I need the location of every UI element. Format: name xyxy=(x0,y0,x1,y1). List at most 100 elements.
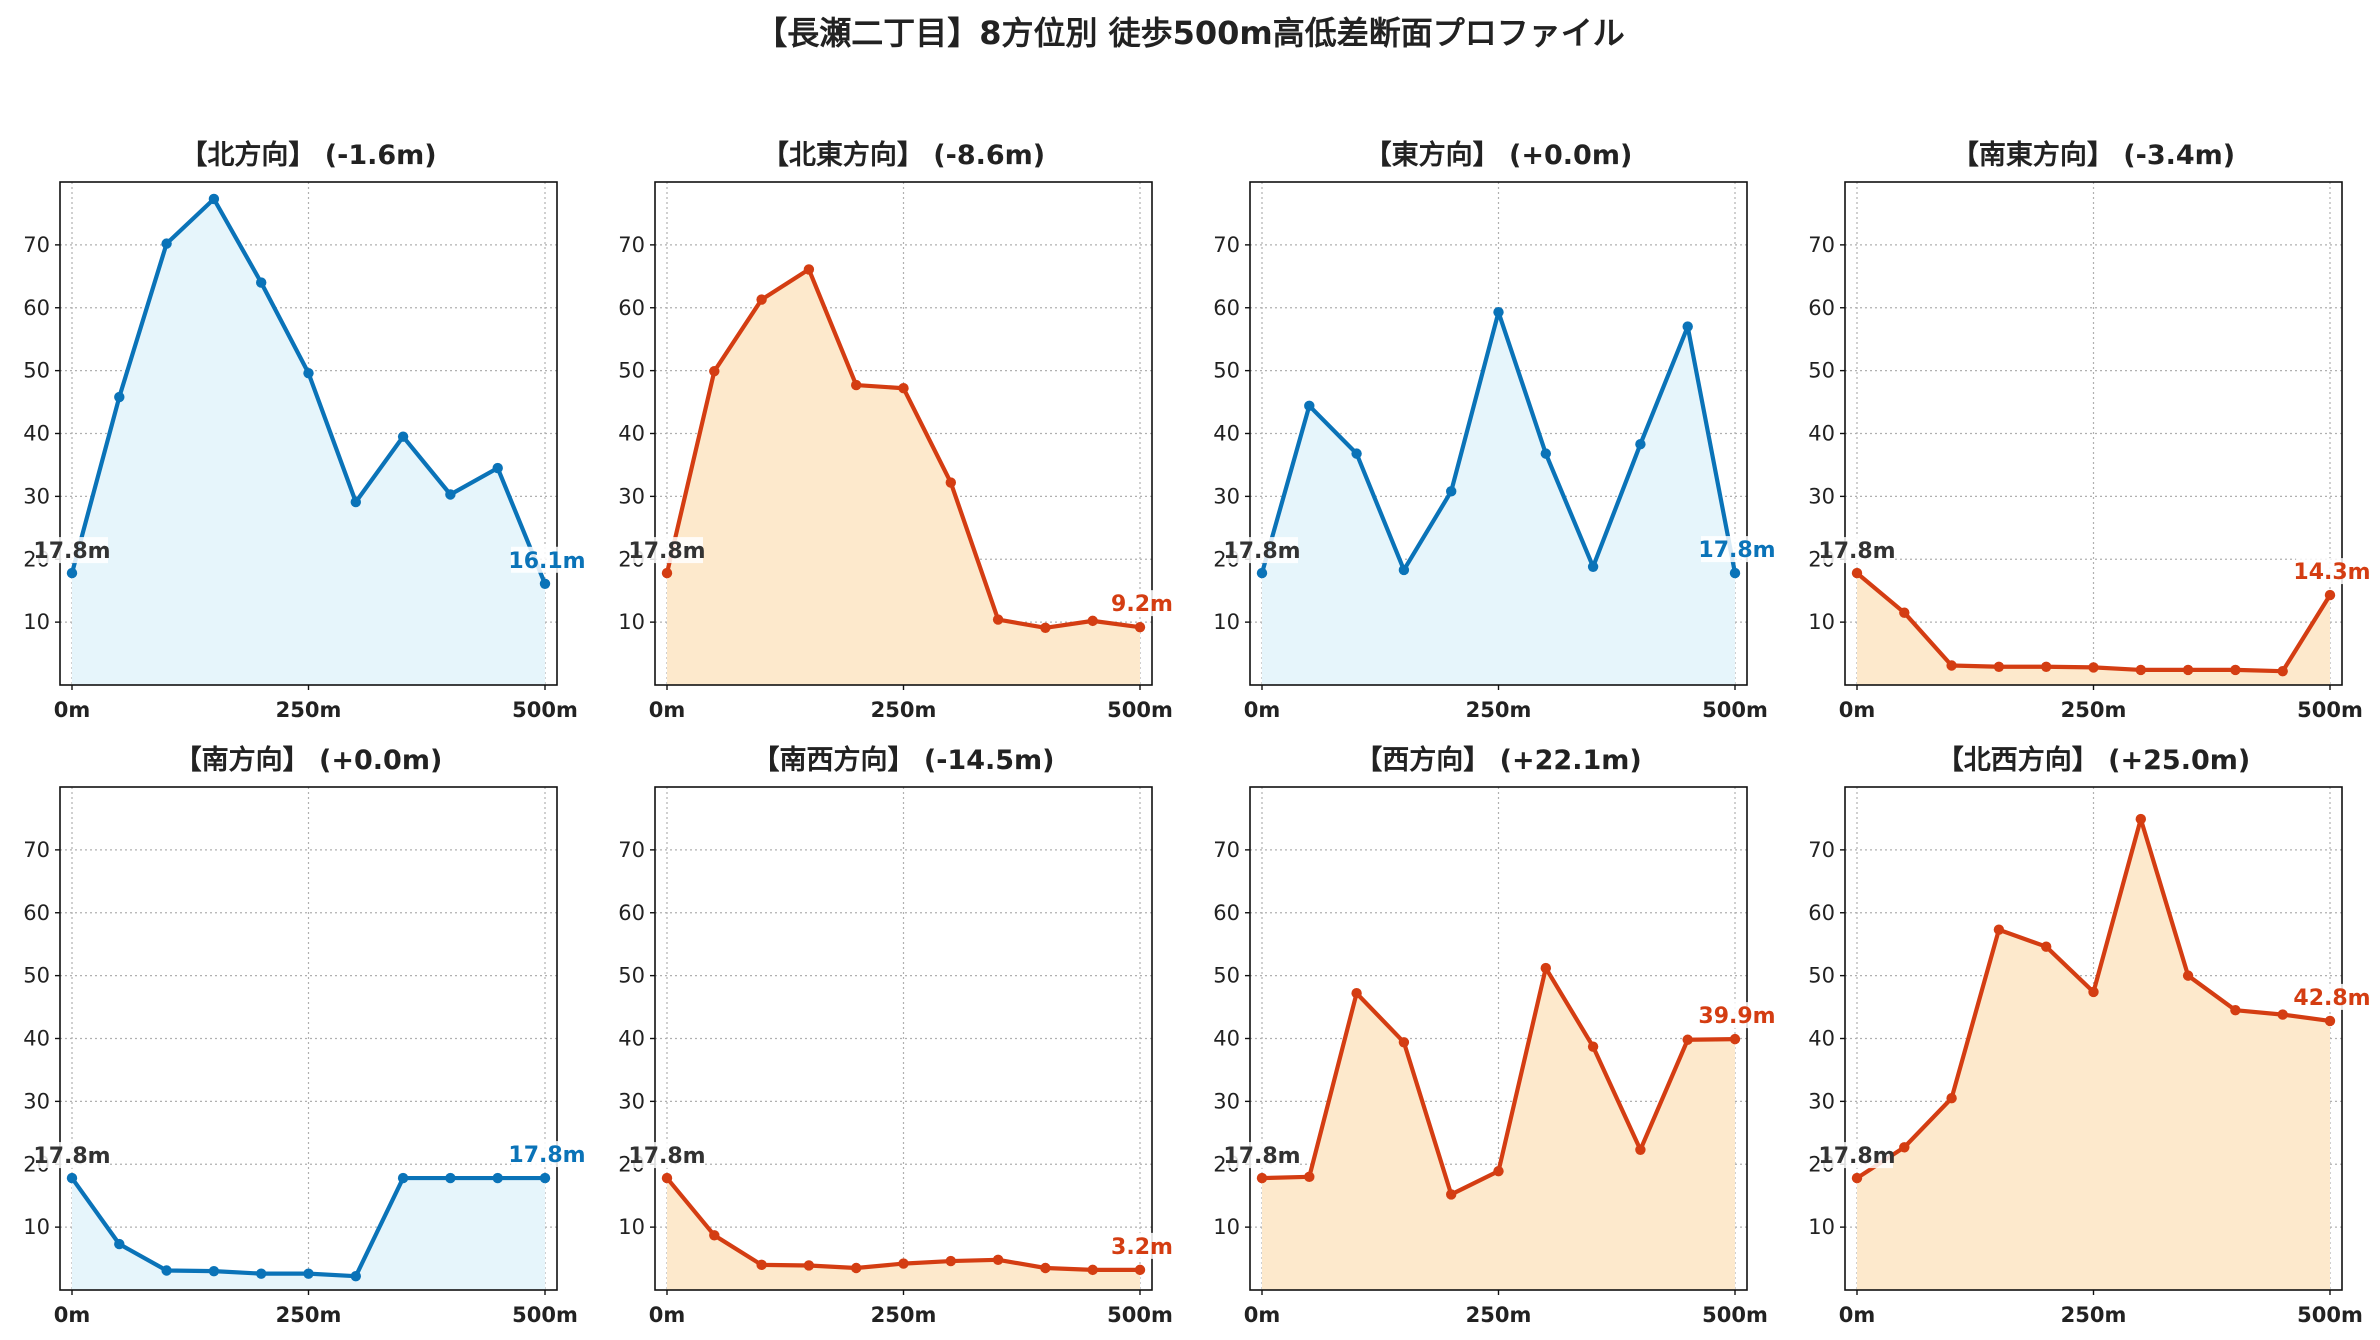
plot-frame xyxy=(1844,786,2343,1291)
data-point xyxy=(709,1230,720,1241)
plot-frame xyxy=(59,181,558,686)
start-label-bg xyxy=(633,1142,703,1169)
y-tick-label: 40 xyxy=(1808,422,1835,446)
data-point xyxy=(350,1270,361,1282)
data-point xyxy=(397,1172,409,1184)
x-tick-label: 500m xyxy=(1702,698,1768,722)
y-tick-label: 50 xyxy=(618,359,645,383)
data-point xyxy=(492,462,503,474)
y-tick-label: 30 xyxy=(1808,484,1835,508)
data-point xyxy=(1040,1262,1051,1274)
area-fill xyxy=(72,1178,545,1290)
data-point xyxy=(1256,567,1268,579)
y-tick-label: 30 xyxy=(618,484,645,508)
x-tick-label: 500m xyxy=(1702,1303,1768,1327)
plot-frame xyxy=(1249,786,1748,1291)
y-tick-label: 60 xyxy=(23,901,50,925)
x-tick-label: 0m xyxy=(1839,698,1876,722)
y-tick-label: 40 xyxy=(23,422,50,446)
y-tick-label: 70 xyxy=(618,233,645,257)
x-tick-label: 0m xyxy=(1839,1303,1876,1327)
area-fill xyxy=(1262,312,1735,685)
x-tick-label: 500m xyxy=(1107,1303,1173,1327)
data-point xyxy=(445,1172,456,1184)
data-point xyxy=(161,238,172,249)
y-tick-label: 60 xyxy=(618,901,645,925)
panel-title: 【南東方向】 (-3.4m) xyxy=(1952,139,2235,171)
data-point xyxy=(2277,665,2288,677)
data-point xyxy=(1729,1033,1741,1045)
y-tick-label: 60 xyxy=(1808,901,1835,925)
end-label-bg xyxy=(2296,983,2368,1010)
data-point xyxy=(1993,661,2005,672)
start-elevation-label: 17.8m xyxy=(1223,1144,1300,1169)
data-point xyxy=(1587,561,1599,572)
data-point xyxy=(1946,660,1957,671)
data-point xyxy=(898,1258,909,1269)
x-tick-label: 250m xyxy=(1466,698,1532,722)
data-point xyxy=(992,614,1004,625)
data-point xyxy=(756,1259,767,1271)
data-point xyxy=(350,496,361,508)
y-tick-label: 10 xyxy=(1213,1215,1240,1239)
y-tick-label: 10 xyxy=(23,610,50,634)
data-point xyxy=(2135,813,2146,825)
y-tick-label: 40 xyxy=(1213,1027,1240,1051)
data-point xyxy=(1446,1189,1457,1200)
data-point xyxy=(1899,1142,1910,1153)
y-tick-label: 50 xyxy=(1808,964,1835,988)
y-tick-label: 30 xyxy=(1213,1089,1240,1113)
data-point xyxy=(66,1172,78,1184)
end-elevation-label: 3.2m xyxy=(1111,1235,1173,1260)
data-point xyxy=(709,366,720,377)
x-tick-label: 0m xyxy=(1244,698,1281,722)
data-point xyxy=(2088,986,2099,998)
y-tick-label: 40 xyxy=(618,422,645,446)
data-point xyxy=(756,294,767,305)
data-point xyxy=(1682,1034,1693,1045)
area-fill xyxy=(72,198,545,685)
panel-title: 【南西方向】 (-14.5m) xyxy=(752,744,1054,776)
data-point xyxy=(1134,1264,1146,1276)
panel-title: 【東方向】 (+0.0m) xyxy=(1365,139,1633,171)
panel-title: 【西方向】 (+22.1m) xyxy=(1355,744,1641,776)
data-point xyxy=(397,431,409,442)
data-point xyxy=(1351,988,1362,999)
start-label-bg xyxy=(38,537,108,564)
data-point xyxy=(1493,1165,1504,1177)
data-point xyxy=(1729,567,1741,579)
end-elevation-label: 17.8m xyxy=(508,1143,585,1168)
y-tick-label: 70 xyxy=(1808,233,1835,257)
y-tick-label: 10 xyxy=(618,1215,645,1239)
x-tick-label: 0m xyxy=(649,698,686,722)
start-elevation-label: 17.8m xyxy=(628,1144,705,1169)
start-label-bg xyxy=(38,1142,108,1169)
data-point xyxy=(2041,941,2052,952)
data-point xyxy=(2277,1009,2288,1020)
data-point xyxy=(208,193,220,205)
start-elevation-label: 17.8m xyxy=(33,539,110,564)
y-tick-label: 70 xyxy=(23,233,50,257)
panel-title: 【北西方向】 (+25.0m) xyxy=(1937,744,2250,776)
x-tick-label: 250m xyxy=(2061,1303,2127,1327)
data-point xyxy=(114,391,125,403)
start-label-bg xyxy=(1228,1142,1298,1169)
end-label-bg xyxy=(511,546,583,573)
y-tick-label: 50 xyxy=(1213,964,1240,988)
y-tick-label: 60 xyxy=(23,296,50,320)
area-fill xyxy=(667,1178,1140,1290)
start-elevation-label: 17.8m xyxy=(1818,539,1895,564)
y-tick-label: 10 xyxy=(23,1215,50,1239)
y-tick-label: 50 xyxy=(618,964,645,988)
x-tick-label: 0m xyxy=(54,1303,91,1327)
data-point xyxy=(2324,1015,2336,1027)
data-point xyxy=(661,567,673,579)
